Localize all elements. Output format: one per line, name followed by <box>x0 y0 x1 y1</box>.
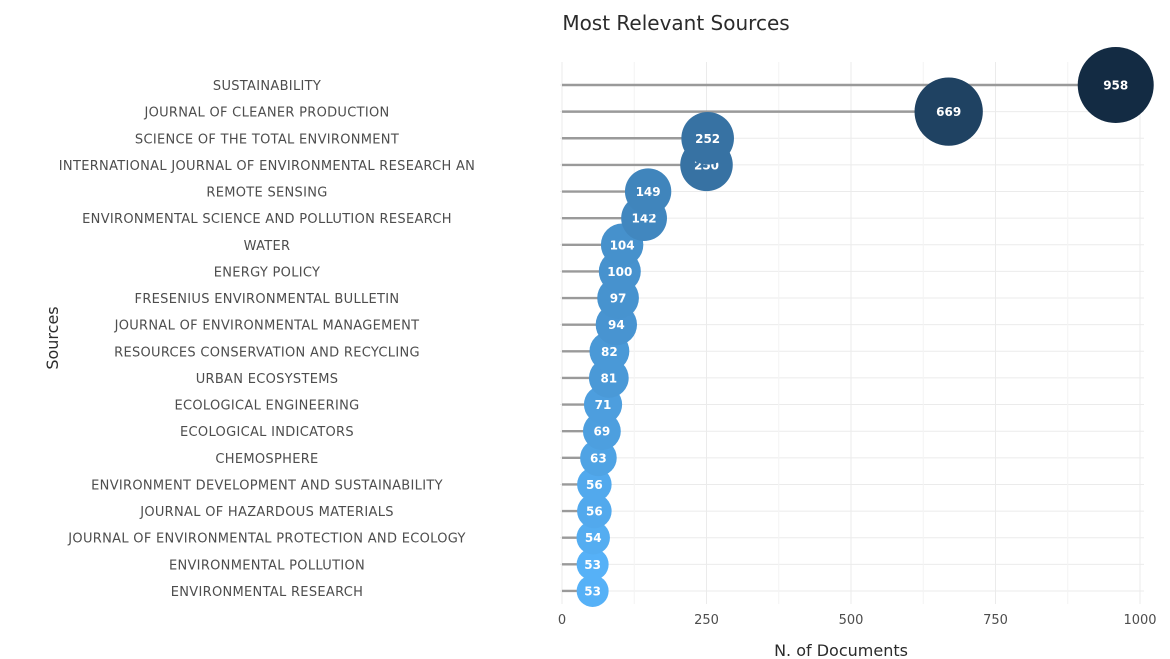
lollipop-point <box>576 520 610 555</box>
lollipop-point <box>577 493 612 529</box>
data-label: 53 <box>584 558 601 572</box>
grid-lines <box>560 62 1144 604</box>
category-label: FRESENIUS ENVIRONMENTAL BULLETIN <box>135 292 400 307</box>
y-axis-title: Sources <box>43 306 62 369</box>
category-label: SCIENCE OF THE TOTAL ENVIRONMENT <box>135 132 399 147</box>
x-axis-ticks: 0 250 500 750 1000 <box>558 613 1157 628</box>
category-label: REMOTE SENSING <box>206 186 327 201</box>
data-label: 149 <box>636 185 661 199</box>
category-label: ECOLOGICAL ENGINEERING <box>174 399 359 414</box>
lollipop-point <box>624 168 672 215</box>
x-tick-label: 0 <box>558 613 566 628</box>
category-label: INTERNATIONAL JOURNAL OF ENVIRONMENTAL R… <box>59 159 475 174</box>
chart-title: Most Relevant Sources <box>562 11 789 35</box>
category-label: ECOLOGICAL INDICATORS <box>180 425 354 440</box>
category-label: JOURNAL OF ENVIRONMENTAL MANAGEMENT <box>114 319 420 334</box>
data-label: 100 <box>607 265 632 279</box>
y-axis-categories: SUSTAINABILITY JOURNAL OF CLEANER PRODUCT… <box>59 79 475 600</box>
category-label: SUSTAINABILITY <box>213 79 321 94</box>
category-label: RESOURCES CONSERVATION AND RECYCLING <box>114 345 420 360</box>
data-label: 97 <box>610 292 627 306</box>
data-label: 958 <box>1103 79 1128 93</box>
category-label: JOURNAL OF HAZARDOUS MATERIALS <box>139 505 394 520</box>
lollipop-point <box>576 574 609 607</box>
x-tick-label: 750 <box>983 613 1008 628</box>
category-label: JOURNAL OF ENVIRONMENTAL PROTECTION AND … <box>67 532 465 547</box>
x-tick-label: 1000 <box>1123 613 1156 628</box>
data-label: 71 <box>595 398 612 412</box>
data-label: 54 <box>585 531 602 545</box>
data-label: 69 <box>594 425 611 439</box>
data-label: 53 <box>584 584 601 598</box>
data-label: 669 <box>936 105 961 119</box>
category-label: ENVIRONMENT DEVELOPMENT AND SUSTAINABILI… <box>91 478 443 493</box>
lollipop-point <box>681 111 734 165</box>
data-label: 142 <box>632 212 657 226</box>
lollipop-point <box>576 548 609 581</box>
category-label: URBAN ECOSYSTEMS <box>196 372 339 387</box>
category-label: CHEMOSPHERE <box>215 452 318 467</box>
lollipop-marks: 5353545656636971818294971001041421492502… <box>562 47 1154 607</box>
lollipop-point <box>577 467 612 502</box>
lollipop-point <box>1077 47 1154 123</box>
category-label: ENVIRONMENTAL RESEARCH <box>171 585 363 600</box>
x-axis-title: N. of Documents <box>774 641 908 659</box>
data-label: 94 <box>608 318 625 332</box>
data-label: 82 <box>601 345 618 359</box>
data-label: 63 <box>590 451 607 465</box>
x-tick-label: 500 <box>839 613 864 628</box>
category-label: ENERGY POLICY <box>214 265 321 280</box>
data-label: 104 <box>610 238 635 252</box>
data-label: 56 <box>586 505 603 519</box>
category-label: ENVIRONMENTAL POLLUTION <box>169 558 365 573</box>
data-label: 252 <box>695 132 720 146</box>
category-label: WATER <box>244 239 291 254</box>
data-label: 56 <box>586 478 603 492</box>
x-tick-label: 250 <box>694 613 719 628</box>
category-label: JOURNAL OF CLEANER PRODUCTION <box>143 106 389 121</box>
lollipop-point <box>914 77 983 146</box>
data-label: 81 <box>600 371 617 385</box>
category-label: ENVIRONMENTAL SCIENCE AND POLLUTION RESE… <box>82 212 452 227</box>
